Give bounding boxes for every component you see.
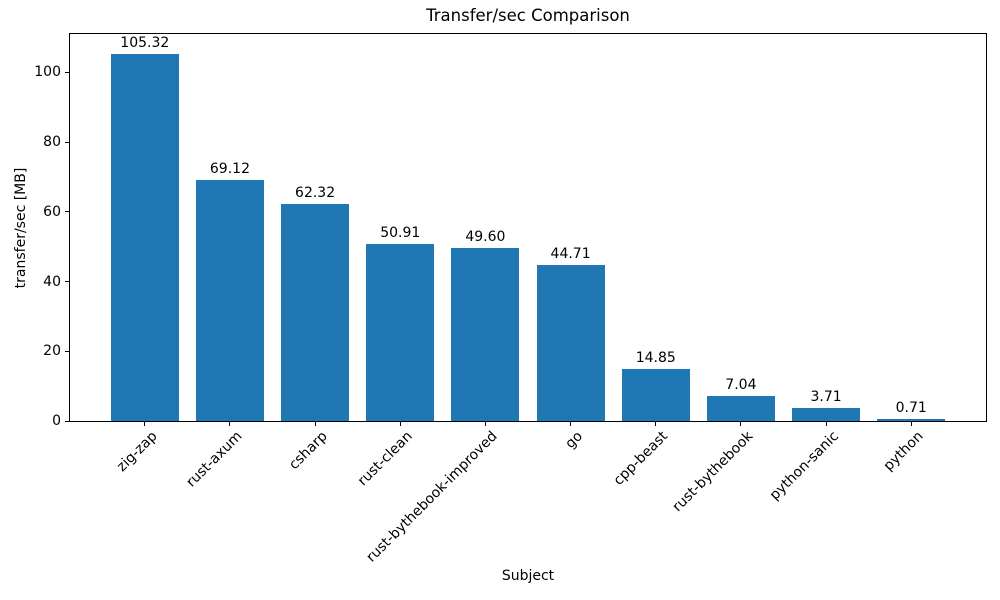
y-tick-label: 0 xyxy=(52,413,61,429)
chart-title: Transfer/sec Comparison xyxy=(426,6,630,25)
x-tick-mark xyxy=(570,422,572,426)
bar-value-label: 62.32 xyxy=(295,184,336,201)
y-tick-label: 20 xyxy=(43,343,61,360)
x-tick-label: cpp-beast xyxy=(610,428,672,489)
x-tick-mark xyxy=(910,422,912,426)
bar-value-label: 3.71 xyxy=(810,389,842,406)
y-axis-label-text: transfer/sec [MB] xyxy=(13,167,29,289)
x-tick-mark xyxy=(144,422,146,426)
x-axis-label: Subject xyxy=(501,568,555,584)
bar-value-label: 7.04 xyxy=(725,377,757,394)
x-tick-label: go xyxy=(562,428,587,452)
bar-value-label: 69.12 xyxy=(209,161,250,178)
y-tick-mark xyxy=(65,281,69,283)
y-tick-mark xyxy=(65,420,69,422)
bar xyxy=(621,369,690,421)
y-tick-mark xyxy=(65,141,69,143)
x-tick-mark xyxy=(399,422,401,426)
x-tick-mark xyxy=(229,422,231,426)
y-tick-label: 80 xyxy=(43,134,61,151)
bar xyxy=(791,408,861,421)
x-tick-mark xyxy=(740,422,742,426)
bar-value-label: 44.71 xyxy=(550,246,591,263)
y-tick-mark xyxy=(65,71,69,73)
y-tick-label: 100 xyxy=(34,64,61,81)
bar xyxy=(110,53,179,421)
bar xyxy=(366,243,435,421)
x-tick-label: rust-clean xyxy=(354,428,416,490)
x-tick-mark xyxy=(314,422,316,426)
x-tick-label: python-sanic xyxy=(766,428,842,504)
bar-value-label: 105.32 xyxy=(120,34,170,51)
bar-value-label: 49.60 xyxy=(465,229,506,246)
y-tick-mark xyxy=(65,350,69,352)
bar xyxy=(281,203,350,421)
x-tick-mark xyxy=(655,422,657,426)
y-tick-label: 40 xyxy=(43,273,61,290)
x-tick-label: zig-zap xyxy=(113,428,161,475)
bar xyxy=(451,248,520,421)
bar xyxy=(706,396,775,421)
y-tick-mark xyxy=(65,211,69,213)
x-tick-mark xyxy=(484,422,486,426)
bar-value-label: 14.85 xyxy=(635,350,676,367)
bar-value-label: 0.71 xyxy=(895,399,927,416)
y-tick-label: 60 xyxy=(43,203,61,220)
x-tick-mark xyxy=(825,422,827,426)
bar-value-label: 50.91 xyxy=(380,224,421,241)
x-tick-label: python xyxy=(880,428,927,475)
x-tick-label: rust-axum xyxy=(183,428,246,491)
x-tick-label: rust-bythebook xyxy=(669,428,757,516)
x-tick-label: csharp xyxy=(286,428,331,473)
bar xyxy=(536,265,605,421)
bar xyxy=(195,180,264,421)
bar xyxy=(877,418,946,421)
